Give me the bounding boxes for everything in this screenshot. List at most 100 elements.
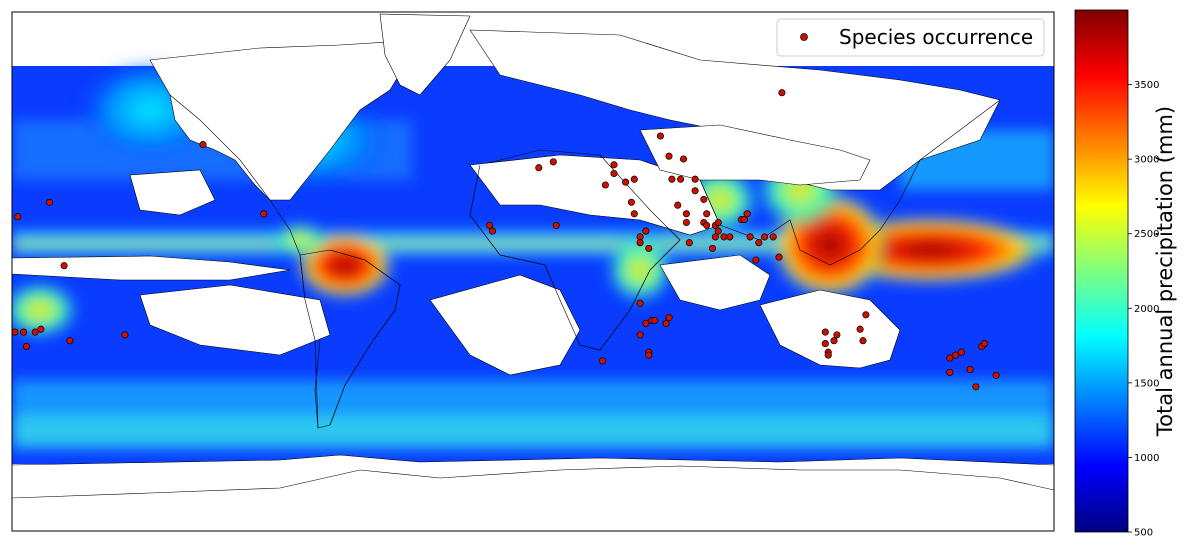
north-pacific-dry-shape <box>129 169 216 216</box>
species-occurrence-point <box>60 262 68 270</box>
species-occurrence-point <box>972 383 980 391</box>
species-occurrence-point <box>636 299 644 307</box>
species-occurrence-point <box>651 316 659 325</box>
species-occurrence-point <box>642 227 650 235</box>
species-occurrence-point <box>535 164 543 172</box>
south-atlantic-dry-shape <box>429 274 581 376</box>
species-occurrence-point <box>714 218 722 227</box>
species-occurrence-point <box>630 210 638 218</box>
land-mask <box>12 13 1054 531</box>
coastline-africa <box>469 154 681 351</box>
species-occurrence-point <box>199 141 207 149</box>
species-occurrence-point <box>642 319 650 327</box>
species-occurrence-point <box>22 342 31 351</box>
legend: Species occurrence <box>776 18 1045 57</box>
species-occurrence-point <box>486 221 494 229</box>
species-occurrence-point <box>636 331 644 339</box>
species-occurrence-point <box>703 221 711 229</box>
species-occurrence-point <box>966 365 974 374</box>
species-occurrence-point <box>645 351 653 359</box>
species-occurrence-point <box>703 210 711 218</box>
species-occurrence-point <box>980 340 989 348</box>
species-occurrence-point <box>14 213 22 221</box>
colorbar-tick-label: 3500 <box>1134 80 1159 91</box>
species-occurrence-point <box>610 161 618 169</box>
central-asia-desert-shape <box>639 124 871 186</box>
species-occurrence-point <box>821 340 829 348</box>
colorbar-ticks: 500 1000 1500 2000 2500 3000 3500 <box>1128 80 1159 539</box>
colorbar-tick-label: 1000 <box>1134 453 1159 464</box>
species-occurrence-point <box>66 337 74 345</box>
sahara-desert-shape <box>469 154 721 236</box>
species-occurrence-point <box>674 201 682 209</box>
colorbar-tick-label: 3000 <box>1134 155 1159 166</box>
species-occurrence-point <box>20 328 28 336</box>
species-occurrence-point <box>752 256 760 264</box>
species-occurrence-point <box>665 152 673 160</box>
species-occurrence-point <box>549 158 557 166</box>
colorbar-tick-label: 500 <box>1134 528 1153 539</box>
species-occurrence-point <box>859 337 867 345</box>
species-occurrence-point <box>656 132 664 140</box>
species-occurrence-point <box>677 175 685 183</box>
species-occurrence-point <box>601 181 609 189</box>
species-occurrence-point <box>682 218 690 227</box>
species-occurrence-point <box>778 89 786 97</box>
species-occurrence-point <box>700 195 708 203</box>
species-occurrence-point <box>645 244 653 252</box>
map-panel: Species occurrence <box>12 12 1054 531</box>
species-occurrence-point <box>622 178 630 186</box>
indian-ocean-dry-shape <box>659 254 771 311</box>
species-occurrence-point <box>830 337 838 345</box>
species-occurrence-point <box>610 169 618 178</box>
coastline-americas <box>169 94 401 429</box>
species-occurrence-point <box>662 319 670 327</box>
equatorial-pacific-dry-shape <box>12 255 291 281</box>
species-occurrence-point <box>769 233 777 241</box>
species-occurrence-point <box>862 311 870 319</box>
species-occurrence-point <box>740 216 748 224</box>
species-occurrence-point <box>636 239 644 247</box>
species-occurrence-point <box>755 239 763 247</box>
species-occurrence-point <box>992 371 1000 379</box>
species-occurrence-point <box>957 348 965 356</box>
species-occurrence-point <box>708 244 717 252</box>
colorbar-tick-label: 1500 <box>1134 378 1159 389</box>
species-occurrence-point <box>821 328 829 336</box>
species-occurrence-point <box>12 328 19 336</box>
species-occurrence-point <box>743 210 751 218</box>
species-occurrence-point <box>37 325 45 333</box>
species-occurrence-point <box>46 198 54 206</box>
species-occurrence-point <box>833 331 841 339</box>
species-occurrence-point <box>946 368 954 376</box>
species-occurrence-point <box>775 253 783 261</box>
legend-box <box>776 18 1045 57</box>
species-occurrence-point <box>31 328 39 336</box>
species-occurrence-markers <box>12 89 1000 391</box>
species-occurrence-point <box>665 314 673 322</box>
antarctica-shape <box>12 454 1054 531</box>
species-occurrence-point <box>824 351 832 359</box>
species-occurrence-point <box>691 187 699 195</box>
species-occurrence-point <box>946 354 954 362</box>
species-occurrence-point <box>679 155 688 163</box>
south-pacific-dry-shape <box>139 284 331 356</box>
species-occurrence-point <box>260 210 268 218</box>
species-occurrence-point <box>746 233 754 241</box>
coastline-antarctica <box>12 465 1054 499</box>
species-occurrence-point <box>714 227 722 235</box>
colorbar: 500 1000 1500 2000 2500 3000 3500 Total annual… <box>1074 9 1177 539</box>
colorbar-strip <box>1074 9 1129 533</box>
colorbar-tick-label: 2000 <box>1134 304 1159 315</box>
species-occurrence-point <box>720 233 728 241</box>
greenland-shape <box>379 13 471 96</box>
species-occurrence-point <box>711 233 719 241</box>
legend-label: Species occurrence <box>839 25 1033 49</box>
species-occurrence-point <box>598 357 607 365</box>
species-occurrence-point <box>856 325 864 333</box>
species-occurrence-point <box>691 175 699 183</box>
species-occurrence-point <box>627 198 635 206</box>
species-occurrence-point <box>952 351 960 359</box>
species-occurrence-point <box>682 210 690 218</box>
